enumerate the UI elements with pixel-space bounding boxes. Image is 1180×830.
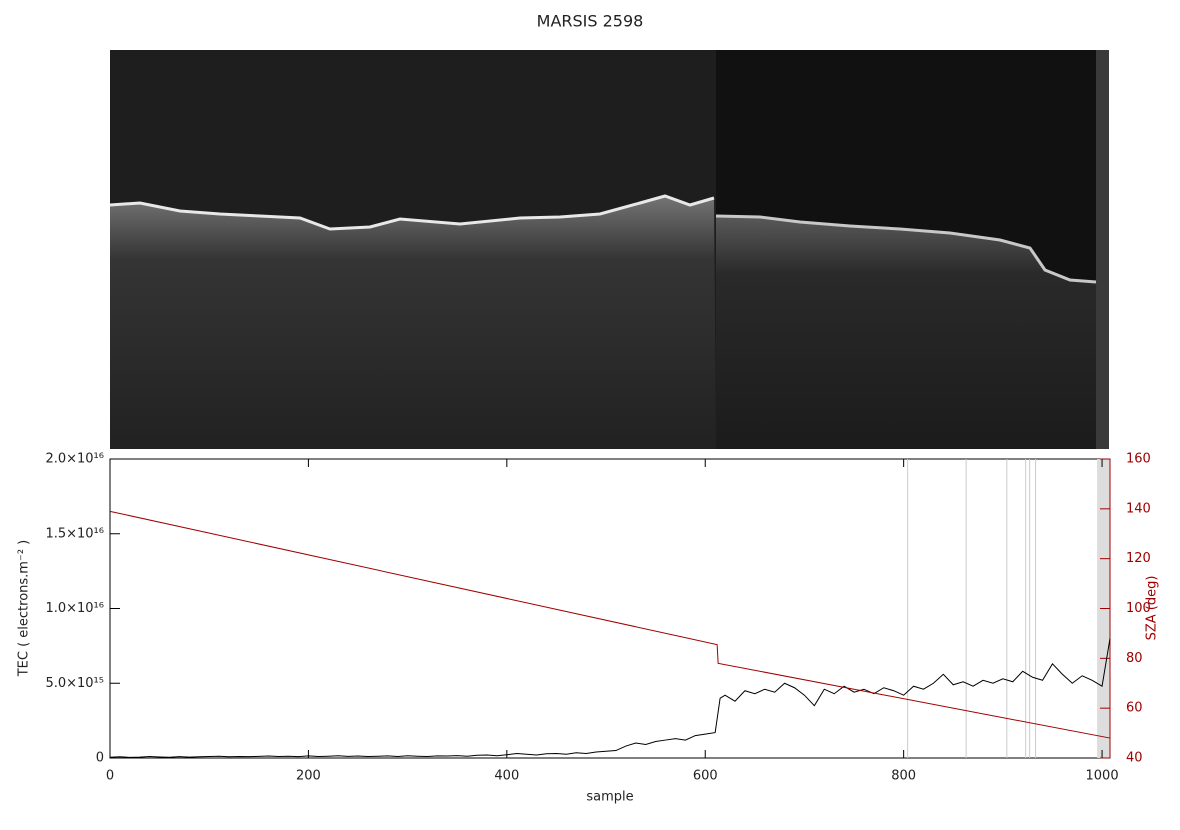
plot-frame [109, 458, 1111, 759]
chart-title: MARSIS 2598 [537, 12, 644, 31]
y2-axis-label: SZA (deg) [1145, 576, 1160, 641]
y-tick-label: 5.0×10¹⁵ [45, 676, 104, 691]
x-tick-label: 800 [891, 769, 916, 784]
x-tick-label: 400 [494, 769, 519, 784]
x-tick-label: 600 [693, 769, 718, 784]
y-tick-label: 1.5×10¹⁶ [45, 526, 104, 541]
x-tick-label: 1000 [1086, 769, 1119, 784]
subsurface-right [716, 216, 1096, 449]
y2-tick-label: 120 [1126, 551, 1151, 566]
surface-echo-right [715, 214, 1097, 284]
series-line [109, 638, 1111, 758]
y-tick-label: 2.0×10¹⁶ [45, 452, 104, 467]
y-axis-label: TEC ( electrons.m⁻² ) [17, 540, 32, 678]
surface-echo-left [109, 194, 715, 231]
y-tick-label: 0 [96, 751, 104, 766]
radargram-edge [1096, 50, 1109, 449]
y2-tick-label: 80 [1126, 651, 1143, 666]
series-line [109, 510, 1111, 739]
y2-tick-label: 160 [1126, 452, 1151, 467]
radargram [109, 50, 1109, 449]
y-tick-label: 1.0×10¹⁶ [45, 601, 104, 616]
y2-tick-label: 40 [1126, 751, 1143, 766]
subsurface-left [110, 196, 716, 449]
x-tick-label: 200 [296, 769, 321, 784]
y2-tick-label: 140 [1126, 501, 1151, 516]
x-tick-label: 0 [106, 769, 114, 784]
y2-tick-label: 60 [1126, 701, 1143, 716]
y2-tick-label: 100 [1126, 601, 1151, 616]
x-axis-label: sample [586, 790, 633, 805]
